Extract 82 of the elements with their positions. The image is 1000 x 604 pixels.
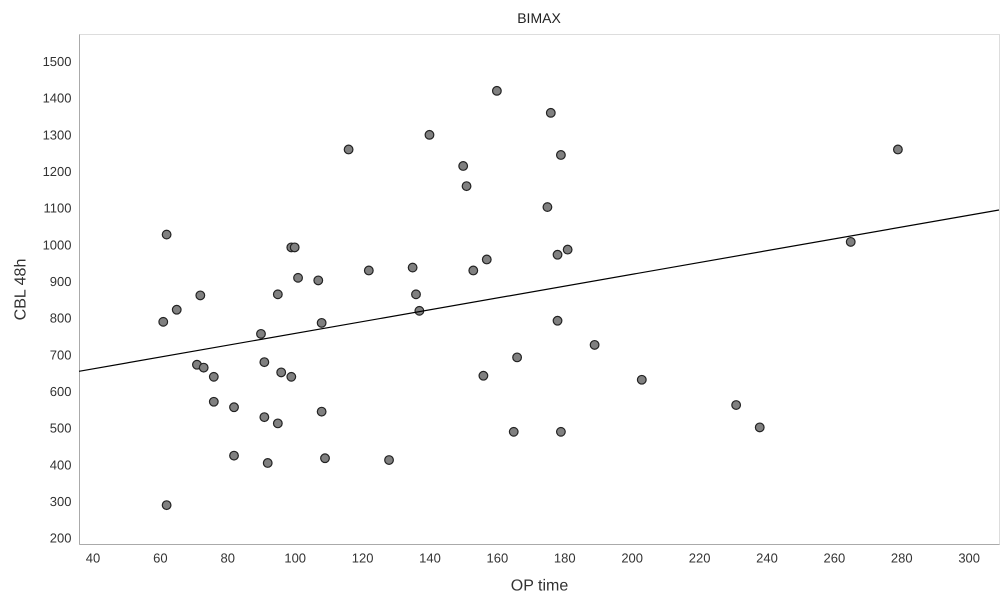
x-tick-label: 80	[220, 550, 236, 566]
y-tick-label: 500	[50, 420, 72, 436]
y-tick-label: 1200	[42, 164, 72, 179]
point	[462, 181, 472, 192]
point	[208, 396, 219, 407]
point	[478, 370, 488, 381]
point	[316, 406, 327, 417]
x-tick-label: 180	[554, 550, 576, 566]
point	[259, 412, 270, 422]
x-tick-label: 300	[958, 550, 980, 566]
point	[162, 230, 172, 240]
point	[256, 328, 266, 339]
point	[556, 150, 566, 160]
x-tick-label: 200	[621, 550, 644, 566]
point	[290, 242, 300, 252]
point	[552, 250, 562, 260]
y-tick-label: 1500	[42, 54, 72, 69]
point	[272, 289, 283, 300]
point	[162, 500, 172, 510]
x-tick-label: 240	[756, 550, 778, 566]
y-tick-label: 1000	[42, 237, 72, 252]
x-tick-label: 160	[486, 550, 508, 566]
x-tick-label: 60	[153, 550, 168, 566]
point	[384, 455, 394, 465]
point	[482, 254, 492, 264]
y-tick-label: 200	[50, 530, 72, 546]
x-tick-label: 120	[352, 550, 374, 566]
point	[458, 161, 468, 171]
y-tick-label: 1400	[42, 90, 72, 106]
chart-title: BIMAX	[517, 10, 562, 26]
y-axis-title: CBL 48h	[12, 258, 30, 320]
point	[198, 362, 209, 373]
point	[590, 340, 600, 350]
x-tick-label: 100	[284, 550, 306, 566]
x-tick-label: 40	[86, 550, 100, 566]
point	[344, 144, 354, 154]
point	[276, 367, 286, 378]
x-tick-label: 220	[688, 550, 710, 566]
point	[492, 86, 502, 96]
y-tick-label: 300	[50, 494, 72, 509]
point	[411, 289, 421, 300]
point	[316, 318, 327, 328]
point	[731, 400, 742, 410]
x-tick-label: 140	[419, 550, 441, 566]
point	[408, 262, 418, 272]
y-tick-label: 1300	[42, 127, 72, 142]
y-tick-label: 1100	[44, 200, 72, 216]
point	[229, 450, 239, 461]
x-tick-label: 260	[824, 550, 846, 566]
y-tick-label: 600	[50, 384, 72, 399]
point	[546, 108, 556, 118]
point	[512, 352, 522, 362]
point	[846, 236, 856, 247]
y-tick-label: 900	[50, 274, 72, 289]
point	[320, 453, 330, 464]
point	[262, 458, 273, 468]
point	[562, 244, 573, 255]
point	[754, 422, 765, 432]
point	[636, 374, 647, 385]
x-axis-title: OP time	[510, 578, 568, 594]
point	[259, 357, 270, 368]
point	[552, 316, 562, 326]
y-tick-label: 700	[50, 347, 72, 362]
point	[286, 372, 296, 382]
point	[313, 275, 324, 286]
point	[272, 418, 283, 428]
point	[468, 266, 478, 276]
point	[542, 202, 552, 212]
point	[293, 272, 303, 283]
point	[556, 426, 566, 437]
point	[424, 130, 434, 140]
point	[892, 144, 903, 154]
point	[508, 426, 519, 437]
point	[364, 266, 374, 276]
x-tick-label: 280	[890, 550, 913, 566]
y-tick-label: 400	[50, 457, 72, 472]
point	[229, 402, 239, 412]
point	[208, 372, 219, 382]
point	[172, 304, 182, 315]
point	[195, 290, 206, 300]
y-tick-label: 800	[50, 310, 72, 326]
point	[158, 316, 168, 327]
